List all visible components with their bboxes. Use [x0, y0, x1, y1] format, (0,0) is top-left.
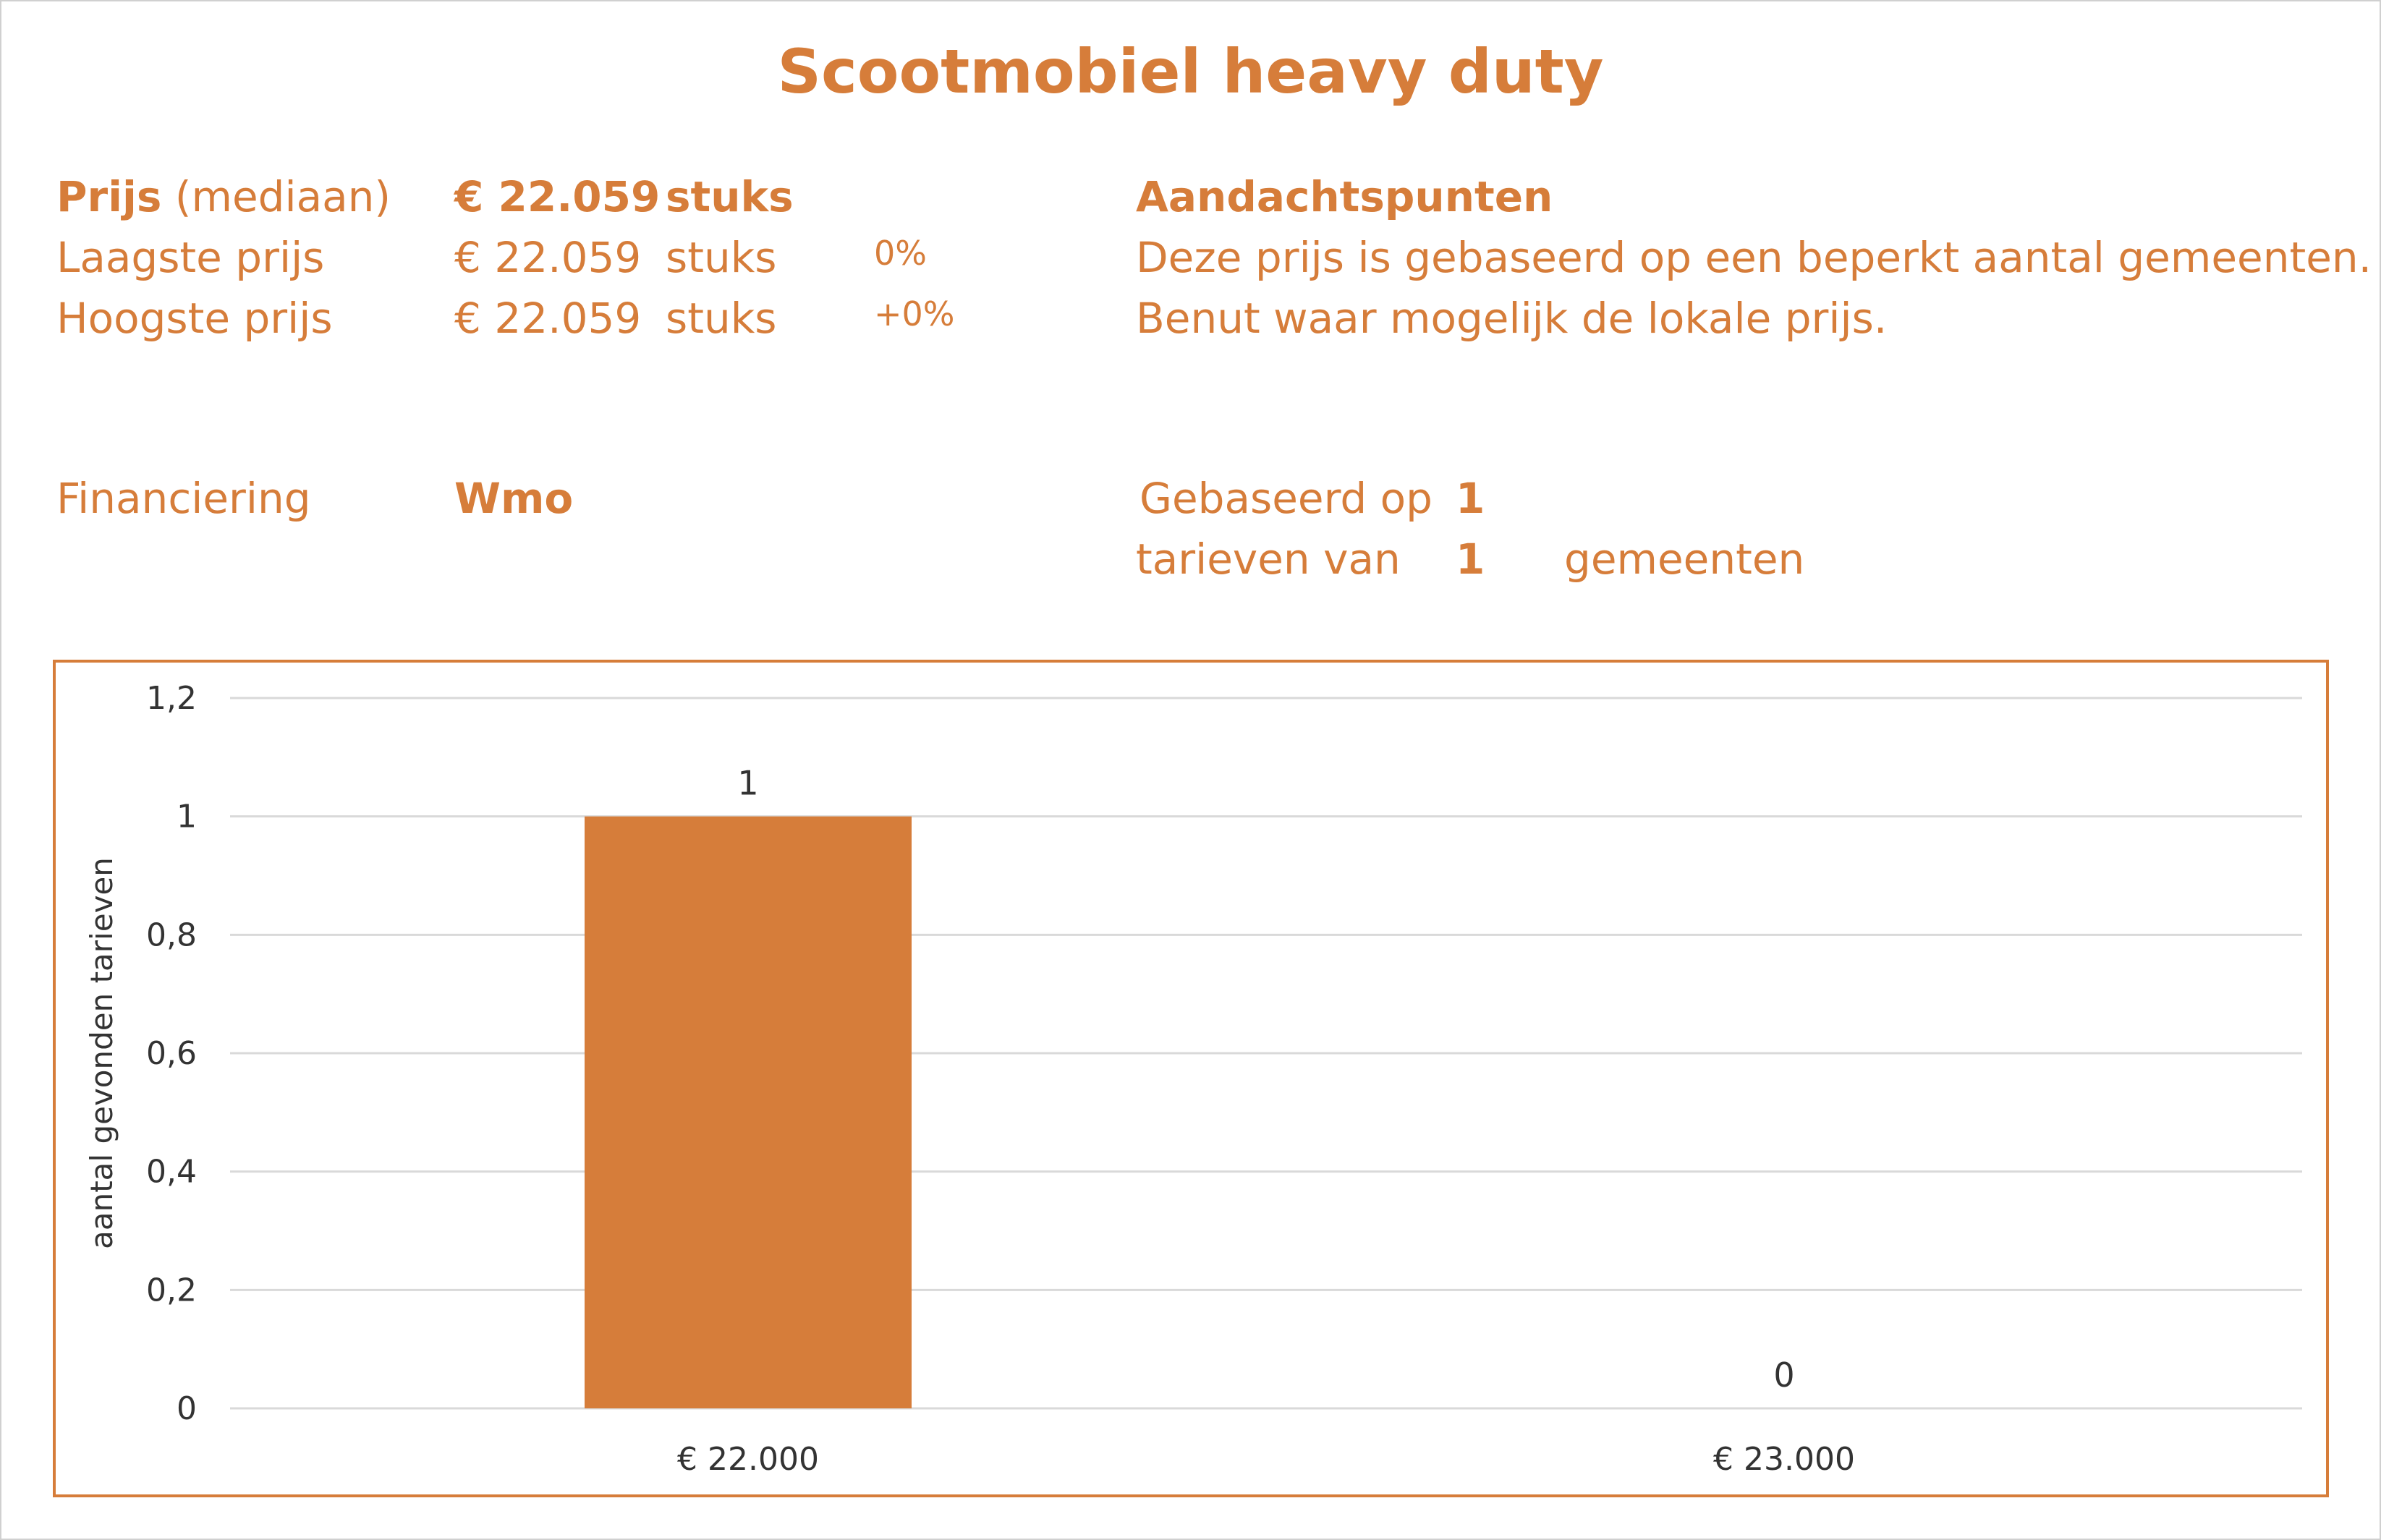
- highest-price: € 22.059: [454, 294, 642, 343]
- notes-line-1: Deze prijs is gebaseerd op een beperkt a…: [1136, 233, 2372, 282]
- data-label: 1: [737, 764, 758, 803]
- highest-label: Hoogste prijs: [56, 294, 333, 343]
- basis-prefix-2: tarieven van: [1136, 535, 1401, 584]
- y-tick-label: 0,4: [146, 1154, 197, 1191]
- data-label: 0: [1773, 1356, 1794, 1395]
- y-axis-title: aantal gevonden tarieven: [84, 857, 119, 1249]
- y-tick-label: 0: [177, 1390, 197, 1427]
- page-title: Scootmobiel heavy duty: [777, 36, 1604, 107]
- bar: [585, 816, 912, 1408]
- y-tick-label: 0,8: [146, 916, 197, 953]
- median-price: € 22.059: [454, 172, 661, 221]
- chart-frame: [53, 660, 2329, 1497]
- basis-prefix-1: Gebaseerd op: [1139, 474, 1433, 523]
- lowest-label: Laagste prijs: [56, 233, 325, 282]
- y-tick-label: 1,2: [146, 680, 197, 717]
- notes-line-2: Benut waar mogelijk de lokale prijs.: [1136, 294, 1888, 343]
- highest-pct: +0%: [874, 294, 955, 333]
- median-label: Prijs: [56, 172, 162, 221]
- median-label-row: Prijs (mediaan): [56, 176, 391, 218]
- highest-unit: stuks: [666, 294, 777, 343]
- x-tick-label: € 23.000: [1713, 1441, 1855, 1478]
- y-tick-label: 0,2: [146, 1272, 197, 1309]
- median-unit: stuks: [666, 172, 794, 221]
- financing-value: Wmo: [454, 474, 574, 523]
- lowest-price: € 22.059: [454, 233, 642, 282]
- basis-count-2: 1: [1456, 535, 1485, 584]
- basis-suffix-2: gemeenten: [1564, 535, 1805, 584]
- lowest-pct: 0%: [874, 234, 927, 273]
- lowest-unit: stuks: [666, 233, 777, 282]
- financing-label: Financiering: [56, 474, 311, 523]
- basis-count-1: 1: [1456, 474, 1485, 523]
- y-tick-label: 1: [177, 799, 197, 835]
- x-tick-label: € 22.000: [677, 1441, 819, 1478]
- median-qualifier: (mediaan): [174, 172, 391, 221]
- notes-heading: Aandachtspunten: [1136, 172, 1553, 221]
- y-tick-label: 0,6: [146, 1035, 197, 1072]
